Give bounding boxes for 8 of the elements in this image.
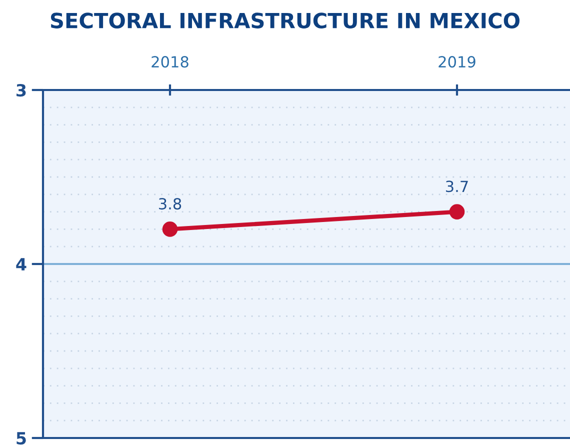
data-label: 3.7 [446, 180, 468, 192]
data-label: 3.8 [159, 198, 182, 210]
x-tick-label: 2019 [438, 56, 476, 68]
y-tick-label: 3 [16, 84, 26, 97]
y-tick-label: 4 [16, 258, 26, 270]
chart-title: SECTORAL INFRASTRUCTURE IN MEXICO [50, 12, 520, 28]
y-tick-label: 5 [16, 432, 26, 445]
x-tick-label: 2018 [152, 56, 188, 68]
